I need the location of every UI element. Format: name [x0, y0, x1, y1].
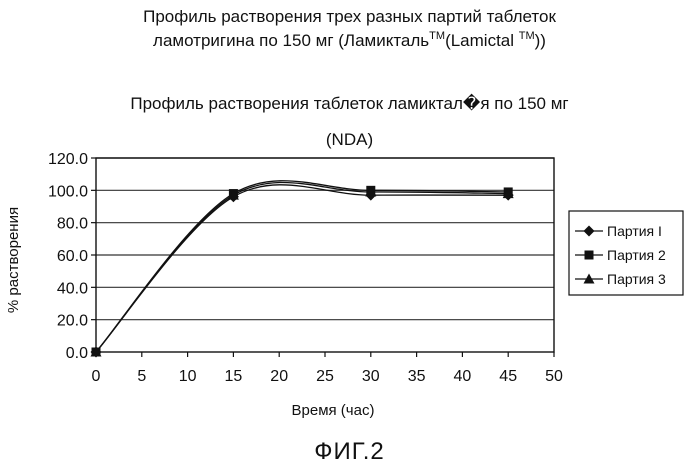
- legend-items: Партия I Партия 2 Партия 3: [575, 223, 666, 287]
- y-tick-label: 120.0: [48, 151, 88, 168]
- legend-label: Партия I: [607, 223, 662, 239]
- x-tick-label: 20: [270, 368, 288, 385]
- series-partiya-2: [92, 181, 513, 357]
- y-tick-label: 80.0: [57, 216, 88, 233]
- legend-label: Партия 3: [607, 271, 666, 287]
- series-layer: [91, 181, 514, 358]
- series-line: [96, 185, 508, 352]
- x-tick-label: 10: [179, 368, 197, 385]
- legend-label: Партия 2: [607, 247, 666, 263]
- series-partiya-1: [91, 185, 514, 358]
- series-line: [96, 182, 508, 352]
- y-axis-ticks: 0.0 20.0 40.0 60.0 80.0 100.0 120.0: [48, 151, 96, 362]
- x-tick-label: 5: [137, 368, 146, 385]
- x-tick-label: 50: [545, 368, 563, 385]
- y-tick-label: 40.0: [57, 280, 88, 297]
- y-tick-label: 100.0: [48, 183, 88, 200]
- x-tick-label: 30: [362, 368, 380, 385]
- x-tick-label: 0: [92, 368, 101, 385]
- x-tick-label: 40: [454, 368, 472, 385]
- x-axis-ticks: 0 5 10 15 20 25 30 35 40 45 50: [92, 352, 563, 385]
- y-tick-label: 0.0: [66, 345, 88, 362]
- y-tick-label: 20.0: [57, 313, 88, 330]
- figure-label: ФИГ.2: [0, 438, 699, 466]
- grid-layer: [96, 158, 554, 320]
- x-tick-label: 25: [316, 368, 334, 385]
- legend-marker: [585, 251, 594, 260]
- series-line: [96, 181, 508, 352]
- y-tick-label: 60.0: [57, 248, 88, 265]
- y-axis-title: % растворения: [5, 207, 22, 313]
- x-tick-label: 35: [408, 368, 426, 385]
- x-tick-label: 45: [499, 368, 517, 385]
- series-partiya-3: [91, 182, 514, 356]
- x-axis-title: Время (час): [292, 402, 375, 419]
- x-tick-label: 15: [225, 368, 243, 385]
- legend: Партия I Партия 2 Партия 3: [569, 211, 683, 295]
